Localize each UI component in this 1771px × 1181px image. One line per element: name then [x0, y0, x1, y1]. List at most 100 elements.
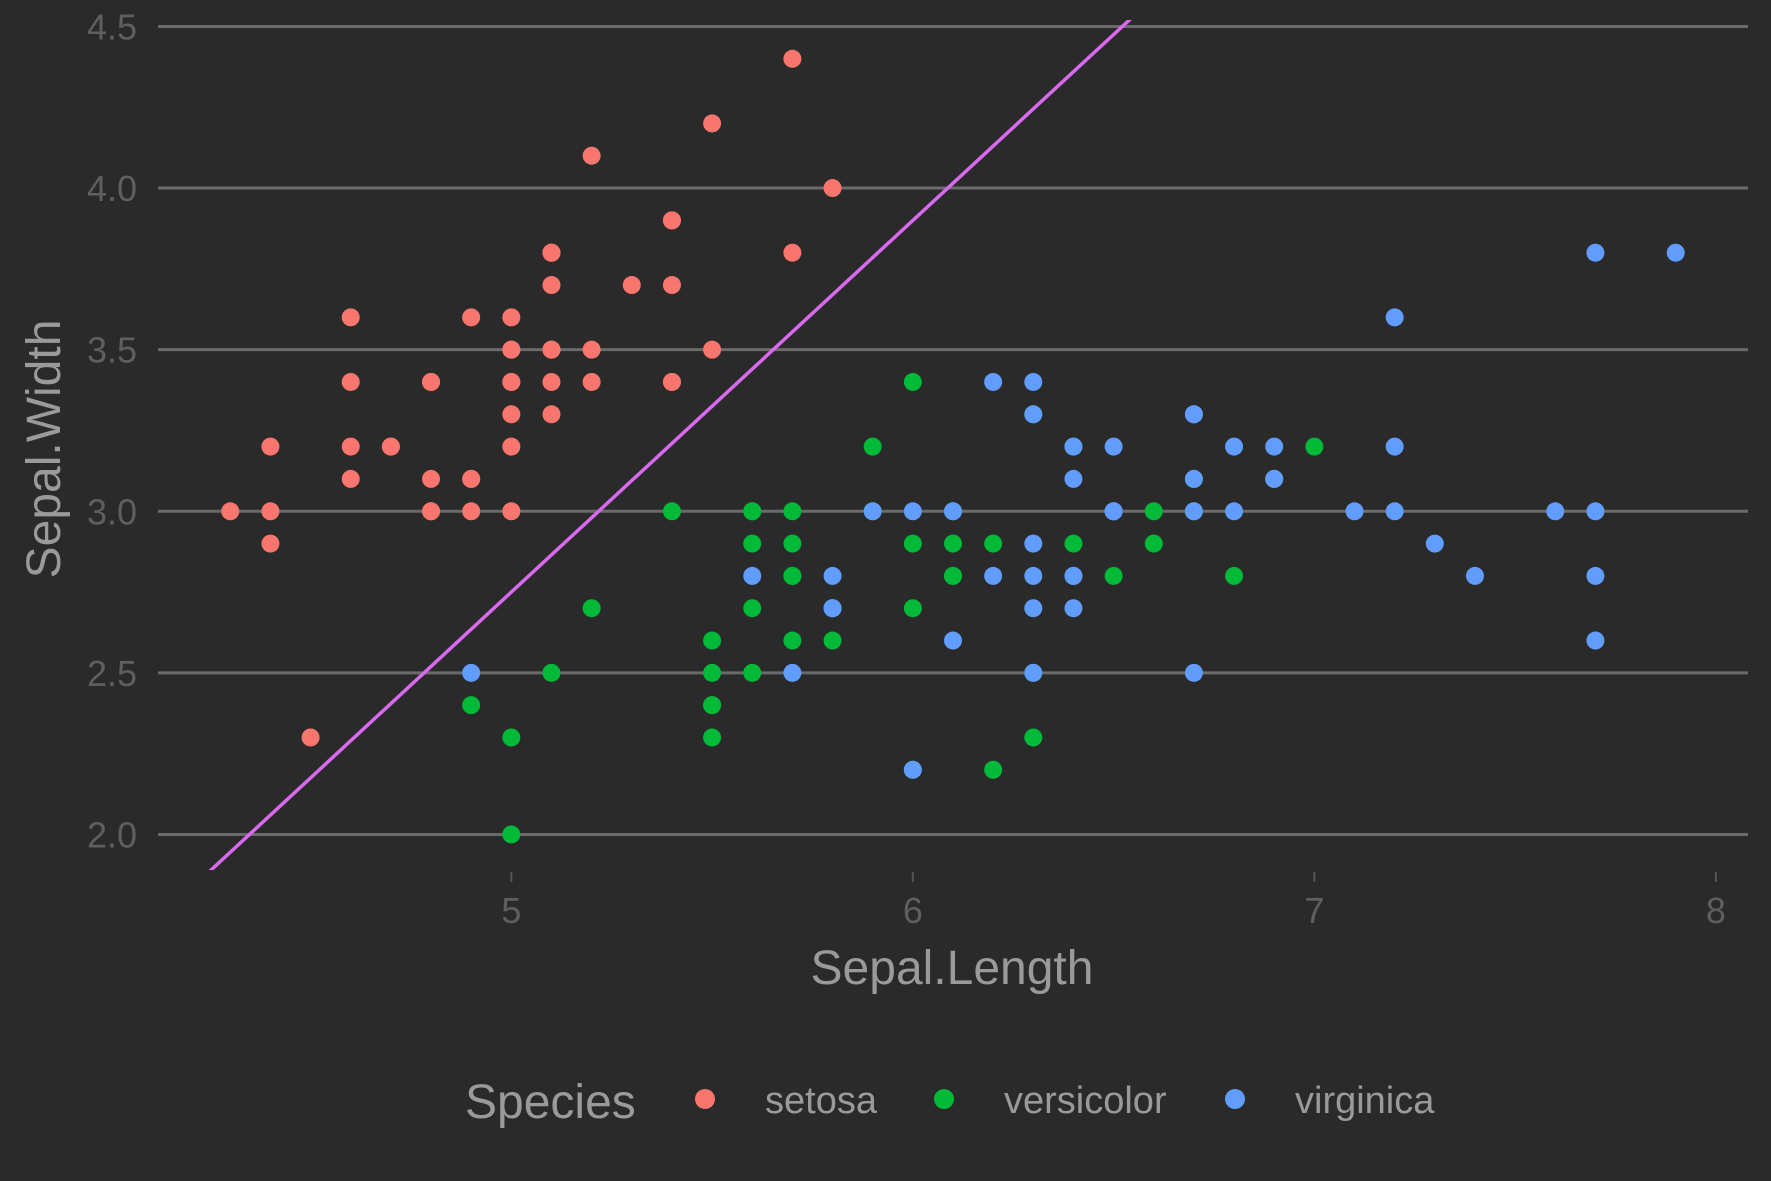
point-setosa [582, 146, 601, 165]
point-setosa [823, 179, 842, 198]
y-tick-label: 3.0 [87, 491, 137, 532]
legend-label-virginica: virginica [1295, 1080, 1435, 1122]
point-versicolor [743, 663, 762, 682]
point-setosa [341, 372, 360, 391]
point-virginica [1024, 663, 1043, 682]
point-versicolor [743, 534, 762, 553]
point-virginica [984, 566, 1003, 585]
point-virginica [1546, 502, 1565, 521]
point-setosa [261, 502, 280, 521]
point-virginica [743, 566, 762, 585]
point-setosa [502, 437, 521, 456]
point-setosa [542, 340, 561, 359]
point-versicolor [1225, 566, 1244, 585]
x-tick-label: 5 [501, 890, 521, 931]
point-versicolor [542, 663, 561, 682]
abline [208, 20, 1132, 870]
point-setosa [662, 372, 681, 391]
point-setosa [582, 340, 601, 359]
legend-key-versicolor [934, 1089, 954, 1109]
x-tick-label: 6 [903, 890, 923, 931]
point-virginica [944, 502, 962, 521]
point-setosa [301, 728, 320, 747]
point-virginica [1184, 663, 1203, 682]
point-setosa [381, 437, 400, 456]
legend-item-setosa: setosa [695, 1080, 878, 1122]
point-setosa [703, 114, 722, 133]
point-versicolor [662, 502, 681, 521]
point-versicolor [743, 502, 762, 521]
point-virginica [1385, 437, 1404, 456]
y-tick-label: 3.5 [87, 330, 137, 371]
point-virginica [1586, 243, 1605, 262]
point-setosa [422, 372, 441, 391]
point-versicolor [502, 825, 521, 844]
point-setosa [502, 340, 521, 359]
point-virginica [1064, 469, 1083, 488]
point-virginica [1586, 566, 1605, 585]
point-versicolor [703, 728, 722, 747]
point-versicolor [703, 663, 722, 682]
point-versicolor [1024, 728, 1043, 747]
y-tick-labels: 2.0 2.5 3.0 3.5 4.0 4.5 [87, 6, 137, 855]
point-virginica [783, 663, 802, 682]
point-setosa [341, 437, 360, 456]
point-versicolor [984, 760, 1003, 779]
point-virginica [1064, 437, 1083, 456]
point-setosa [622, 276, 641, 295]
point-versicolor [743, 599, 762, 618]
point-versicolor [1064, 534, 1083, 553]
point-versicolor [823, 631, 842, 650]
point-virginica [1385, 308, 1404, 327]
point-setosa [662, 276, 681, 295]
legend-key-setosa [695, 1089, 715, 1109]
point-virginica [1225, 502, 1244, 521]
point-virginica [1024, 534, 1043, 553]
point-versicolor [703, 631, 722, 650]
point-setosa [783, 243, 802, 262]
x-ticks [510, 872, 1717, 882]
point-virginica [1586, 631, 1605, 650]
reference-lines [208, 20, 1132, 870]
point-virginica [1104, 502, 1123, 521]
x-tick-label: 8 [1706, 890, 1726, 931]
point-virginica [1465, 566, 1484, 585]
legend-title: Species [465, 1076, 636, 1129]
x-tick-labels: 5 6 7 8 [501, 890, 1726, 931]
point-versicolor [462, 696, 481, 715]
point-setosa [502, 308, 521, 327]
point-versicolor [502, 728, 521, 747]
point-setosa [462, 469, 481, 488]
point-virginica [1425, 534, 1444, 553]
legend-label-versicolor: versicolor [1004, 1080, 1167, 1122]
point-setosa [462, 308, 481, 327]
point-versicolor [944, 566, 962, 585]
y-tick-label: 4.0 [87, 168, 137, 209]
point-setosa [783, 49, 802, 68]
point-setosa [422, 502, 441, 521]
point-virginica [984, 372, 1003, 391]
point-virginica [1666, 243, 1685, 262]
x-tick-label: 7 [1304, 890, 1324, 931]
point-versicolor [783, 534, 802, 553]
point-versicolor [1104, 566, 1123, 585]
x-axis-title: Sepal.Length [811, 942, 1094, 995]
point-virginica [1104, 437, 1123, 456]
point-virginica [1064, 566, 1083, 585]
point-virginica [1024, 372, 1043, 391]
point-versicolor [984, 534, 1003, 553]
point-setosa [542, 276, 561, 295]
point-setosa [341, 469, 360, 488]
legend-item-virginica: virginica [1225, 1080, 1435, 1122]
point-versicolor [783, 566, 802, 585]
point-setosa [582, 372, 601, 391]
point-virginica [863, 502, 882, 521]
point-virginica [944, 631, 962, 650]
point-virginica [1265, 437, 1284, 456]
point-virginica [1184, 469, 1203, 488]
point-virginica [1024, 566, 1043, 585]
point-virginica [1024, 405, 1043, 424]
point-setosa [502, 405, 521, 424]
point-versicolor [903, 599, 922, 618]
